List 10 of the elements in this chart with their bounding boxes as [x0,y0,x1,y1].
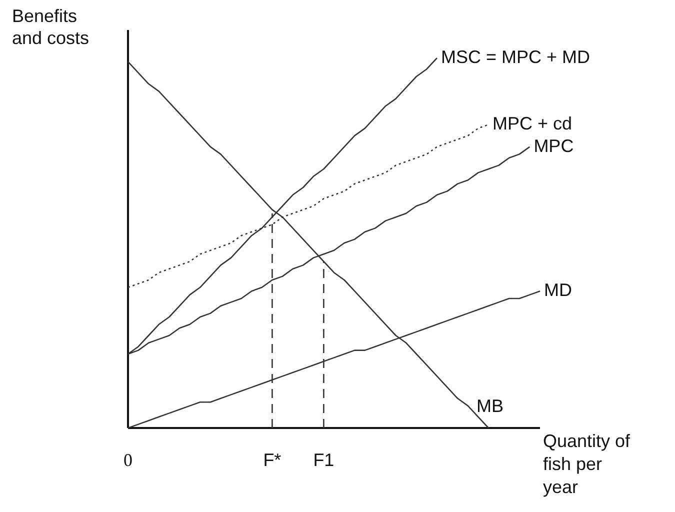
series-label: MSC = MPC + MD [441,47,590,67]
series-label: MD [544,280,572,300]
x-tick-label: F1 [313,450,334,470]
series-label: MPC + cd [492,114,572,134]
series-label: MPC [534,136,574,156]
series-label: MB [476,396,504,416]
x-axis-title: Quantity of fish per year [543,431,632,497]
y-axis-title: Benefits and costs [12,6,90,48]
x-tick-label: F* [263,450,282,470]
x-tick-label: 0 [124,450,132,470]
